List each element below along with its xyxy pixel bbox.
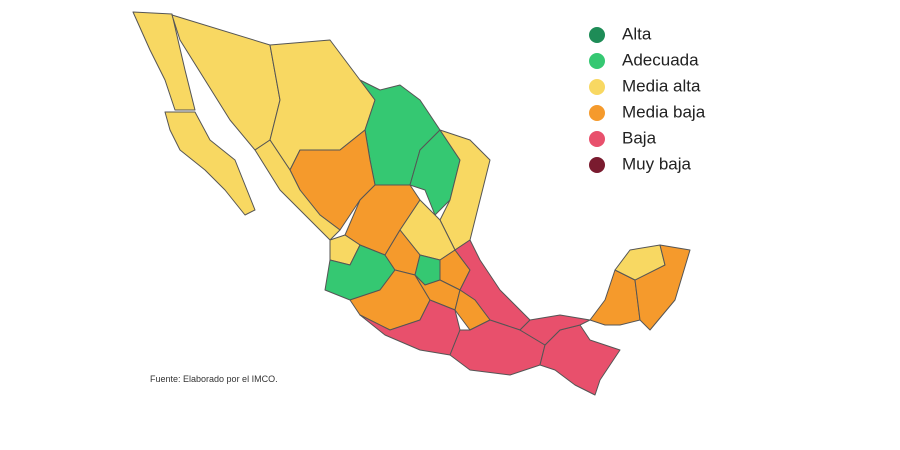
legend-label: Media baja xyxy=(622,102,706,121)
source-note: Fuente: Elaborado por el IMCO. xyxy=(150,374,278,384)
region xyxy=(254,139,341,241)
legend-label: Muy baja xyxy=(622,154,692,173)
legend: Alta Adecuada Media alta Media baja Baja Muy … xyxy=(589,24,706,173)
region xyxy=(359,299,461,356)
region xyxy=(164,111,256,216)
legend-label: Media alta xyxy=(622,76,701,95)
legend-label: Alta xyxy=(622,24,652,43)
region xyxy=(519,314,591,346)
mexico-map xyxy=(132,11,691,396)
legend-swatch xyxy=(589,53,605,69)
legend-swatch xyxy=(589,27,605,43)
legend-swatch xyxy=(589,79,605,95)
legend-label: Adecuada xyxy=(622,50,699,69)
legend-label: Baja xyxy=(622,128,657,147)
legend-swatch xyxy=(589,131,605,147)
legend-swatch xyxy=(589,157,605,173)
legend-swatch xyxy=(589,105,605,121)
region xyxy=(634,244,691,331)
